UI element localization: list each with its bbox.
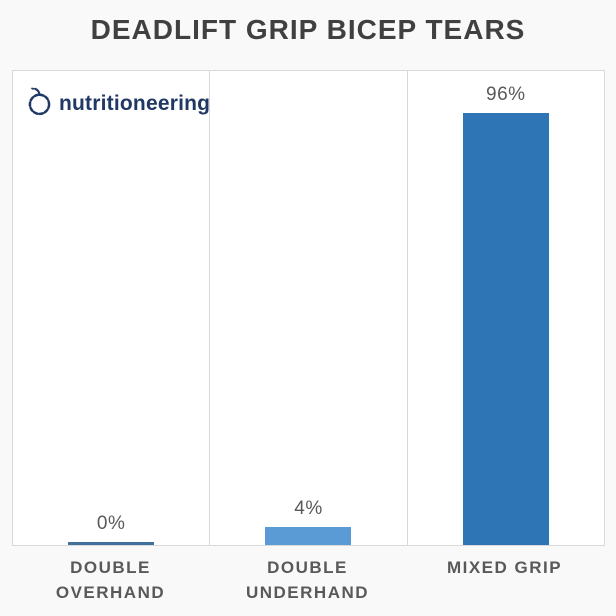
category-panel-double-underhand: 4% [210, 71, 408, 545]
nutritioneering-logo: nutritioneering [26, 86, 210, 121]
category-panel-mixed-grip: 96% [408, 71, 604, 545]
data-label-double-overhand: 0% [96, 513, 126, 534]
x-axis-label-double-underhand: DOUBLE UNDERHAND [245, 558, 370, 602]
data-label-mixed-grip: 96% [486, 84, 526, 105]
plot-area: nutritioneering 0% 4% 96% [12, 70, 605, 546]
x-axis-label-mixed-grip: MIXED GRIP [446, 558, 563, 577]
category-panel-double-overhand: 0% [13, 71, 211, 545]
bar-double-overhand [68, 542, 155, 545]
logo-text: nutritioneering [59, 91, 211, 115]
bar-double-underhand [265, 527, 352, 545]
bar-mixed-grip [462, 113, 549, 545]
x-axis: DOUBLE OVERHAND DOUBLE UNDERHAND MIXED G… [12, 556, 603, 605]
x-axis-label-double-overhand: DOUBLE OVERHAND [55, 558, 166, 602]
data-label-double-underhand: 4% [294, 498, 323, 519]
apple-icon [26, 86, 53, 121]
chart-title: DEADLIFT GRIP BICEP TEARS [90, 14, 526, 45]
